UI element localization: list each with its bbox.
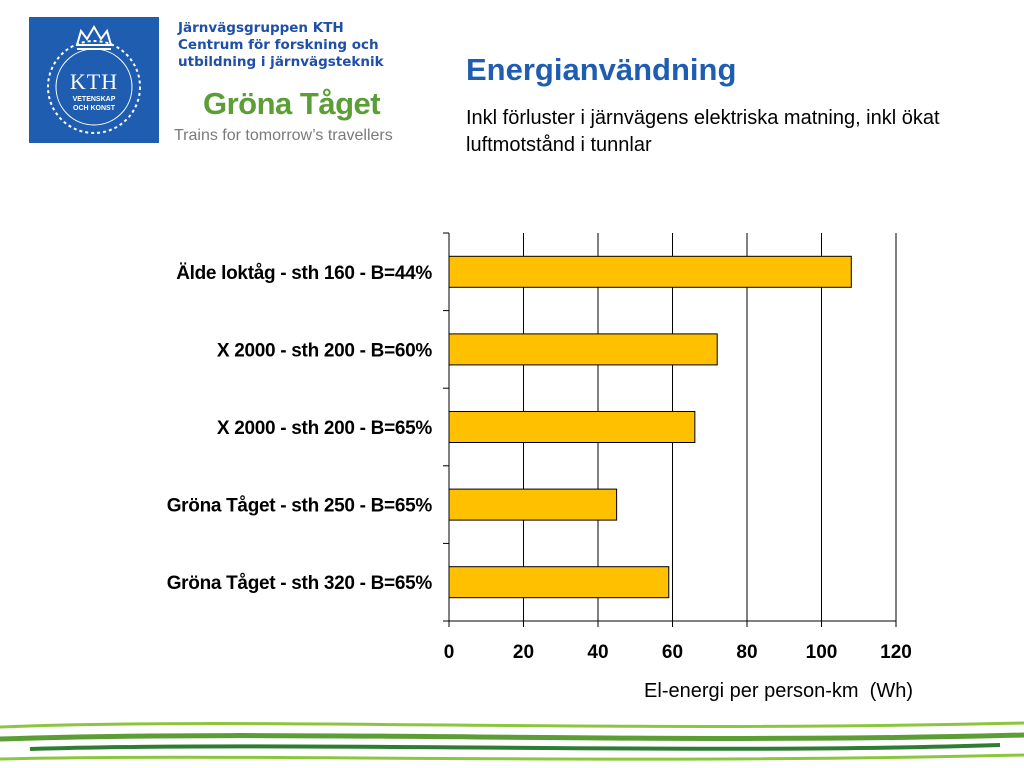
- x-tick-label-40: 40: [587, 642, 608, 663]
- category-label-4: Gröna Tåget - sth 250 - B=65%: [167, 496, 433, 517]
- category-label-5: Gröna Tåget - sth 320 - B=65%: [167, 573, 433, 594]
- x-tick-label-80: 80: [736, 642, 757, 663]
- organization-name: Järnvägsgruppen KTH Centrum för forsknin…: [178, 20, 384, 71]
- x-tick-label-100: 100: [806, 642, 838, 663]
- category-label-1: Älde loktåg - sth 160 - B=44%: [176, 263, 432, 284]
- x-tick-label-0: 0: [444, 642, 455, 663]
- category-label-3: X 2000 - sth 200 - B=65%: [217, 418, 433, 439]
- org-line-2: Centrum för forskning och: [178, 37, 379, 53]
- kth-crest-icon: [47, 25, 141, 134]
- x-axis-title: El-energi per person-km (Wh): [644, 680, 913, 702]
- kth-logo-sub-text-2: OCH KONST: [73, 105, 115, 112]
- slide-title: Energianvändning: [466, 52, 737, 87]
- kth-logo-sub-text: VETENSKAP: [72, 96, 116, 103]
- category-label-2: X 2000 - sth 200 - B=60%: [217, 340, 433, 361]
- org-line-1: Järnvägsgruppen KTH: [178, 20, 344, 36]
- x-tick-label-20: 20: [513, 642, 534, 663]
- bar-1: [448, 255, 852, 288]
- org-line-3: utbildning i järnvägsteknik: [178, 54, 384, 70]
- green-swoosh-decoration: [0, 721, 1024, 761]
- grona-taget-tagline: Trains for tomorrow’s travellers: [174, 127, 393, 144]
- kth-logo: KTH VETENSKAP OCH KONST: [29, 17, 159, 143]
- bar-4: [448, 488, 618, 521]
- bar-3: [448, 411, 696, 443]
- energy-bar-chart: 0 20 40 60 80 100 120 Älde loktåg - sth 160 - B…: [167, 232, 913, 702]
- x-tick-label-120: 120: [880, 642, 912, 663]
- slide-subtitle: Inkl förluster i järnvägens elektriska m…: [466, 107, 940, 156]
- x-tick-label-60: 60: [662, 642, 683, 663]
- bar-2: [448, 333, 718, 366]
- bar-5: [448, 566, 670, 599]
- kth-logo-main-text: KTH: [69, 69, 119, 94]
- grona-taget-logo: Gröna Tåget: [203, 86, 381, 121]
